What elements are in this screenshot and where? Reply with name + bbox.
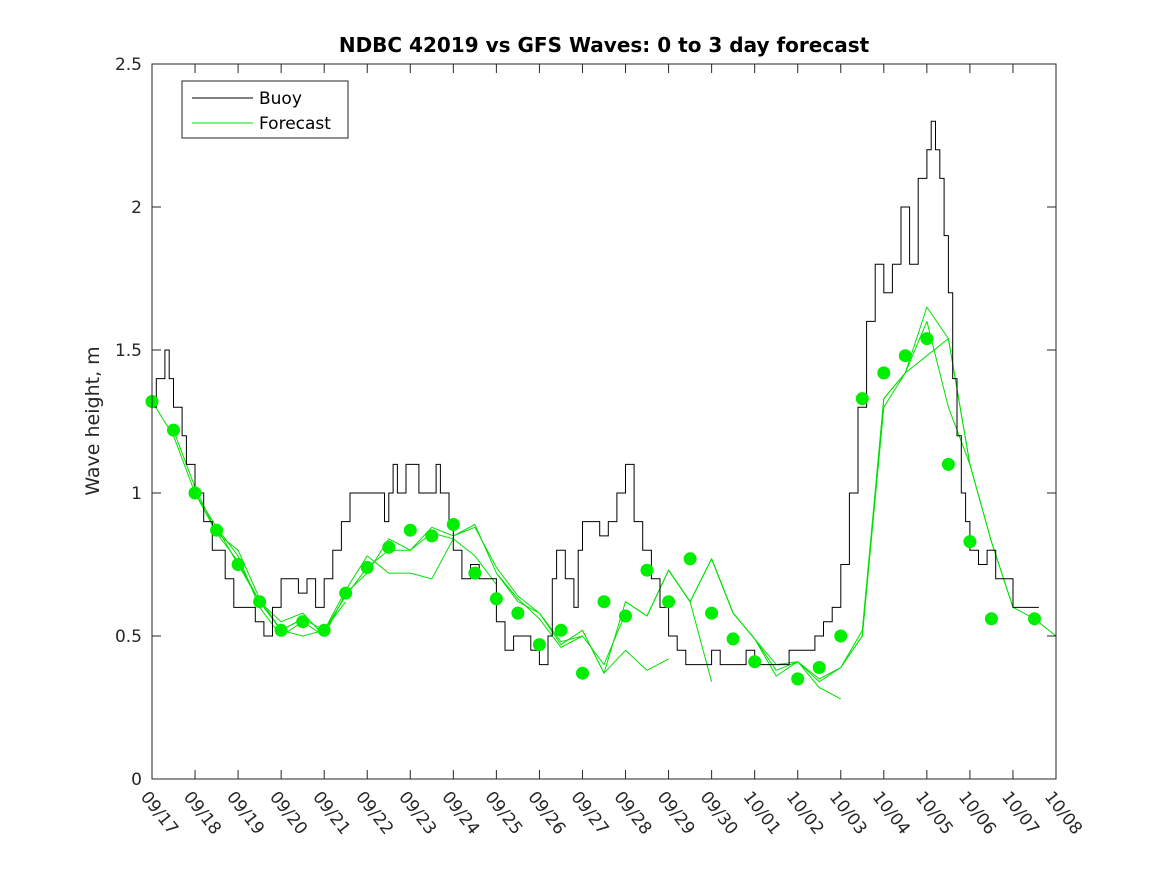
forecast-marker bbox=[683, 552, 697, 566]
forecast-series-line bbox=[711, 558, 842, 700]
forecast-markers bbox=[145, 332, 1041, 686]
forecast-series-line bbox=[496, 572, 626, 666]
forecast-marker bbox=[532, 638, 546, 652]
forecast-marker bbox=[748, 655, 762, 669]
legend: Buoy Forecast bbox=[181, 80, 349, 139]
legend-label-buoy: Buoy bbox=[259, 89, 302, 109]
forecast-marker bbox=[425, 529, 439, 543]
forecast-marker bbox=[963, 535, 977, 549]
forecast-marker bbox=[705, 606, 719, 620]
forecast-marker bbox=[597, 595, 611, 609]
forecast-marker bbox=[296, 615, 310, 629]
legend-box bbox=[181, 80, 349, 139]
forecast-marker bbox=[726, 632, 740, 646]
legend-label-forecast: Forecast bbox=[259, 114, 331, 134]
forecast-marker bbox=[167, 423, 180, 437]
forecast-marker bbox=[877, 366, 891, 380]
x-tick-label: 09/21 bbox=[308, 788, 354, 839]
plot-area bbox=[152, 64, 1056, 779]
forecast-marker bbox=[188, 486, 202, 500]
y-tick-label: 2 bbox=[131, 198, 142, 218]
forecast-marker bbox=[554, 623, 568, 637]
axes-box bbox=[151, 63, 1057, 780]
forecast-marker bbox=[1028, 612, 1041, 626]
forecast-marker bbox=[382, 540, 396, 554]
y-tick-label: 1.5 bbox=[115, 341, 142, 361]
x-tick-label: 09/25 bbox=[480, 788, 526, 839]
forecast-marker bbox=[231, 558, 245, 571]
forecast-marker bbox=[834, 629, 848, 643]
x-tick-label: 09/17 bbox=[136, 788, 182, 839]
x-tick-label: 09/27 bbox=[567, 788, 613, 839]
forecast-marker bbox=[446, 518, 460, 531]
x-tick-label: 09/22 bbox=[351, 788, 397, 839]
y-tick-label: 1 bbox=[131, 484, 142, 504]
forecast-marker bbox=[898, 349, 912, 363]
forecast-series-line bbox=[409, 526, 540, 614]
buoy-line-group bbox=[152, 120, 1039, 666]
y-tick-label: 2.5 bbox=[115, 55, 142, 75]
x-tick-label: 09/20 bbox=[265, 788, 311, 839]
y-tick-label: 0 bbox=[131, 770, 142, 790]
forecast-marker bbox=[489, 592, 503, 606]
x-tick-label: 09/19 bbox=[222, 788, 268, 839]
forecast-marker bbox=[360, 560, 374, 574]
x-tick-label: 10/08 bbox=[1040, 788, 1086, 839]
forecast-marker bbox=[941, 457, 955, 471]
forecast-marker bbox=[468, 566, 482, 580]
forecast-marker bbox=[576, 666, 589, 680]
x-tick-label: 10/06 bbox=[954, 788, 1000, 839]
x-tick-label: 10/01 bbox=[739, 788, 785, 839]
forecast-marker bbox=[619, 609, 632, 623]
forecast-marker bbox=[339, 586, 353, 600]
y-axis: 0 0.5 1 1.5 2 2.5 bbox=[115, 55, 1056, 790]
x-tick-label: 09/28 bbox=[610, 788, 656, 839]
buoy-line bbox=[152, 120, 1039, 666]
forecast-marker bbox=[511, 606, 525, 620]
x-tick-label: 10/07 bbox=[997, 788, 1043, 839]
forecast-marker bbox=[791, 672, 805, 686]
x-tick-label: 09/29 bbox=[653, 788, 699, 839]
x-tick-label: 10/03 bbox=[825, 788, 871, 839]
forecast-marker bbox=[210, 523, 224, 537]
forecast-marker bbox=[274, 623, 288, 637]
forecast-marker bbox=[855, 392, 869, 406]
forecast-marker bbox=[253, 595, 267, 609]
y-tick-label: 0.5 bbox=[115, 627, 142, 647]
x-tick-label: 09/23 bbox=[394, 788, 440, 839]
chart-title: NDBC 42019 vs GFS Waves: 0 to 3 day fore… bbox=[339, 33, 870, 57]
forecast-marker bbox=[640, 563, 654, 577]
forecast-marker bbox=[317, 623, 331, 637]
x-tick-label: 09/18 bbox=[179, 788, 225, 839]
x-tick-label: 09/30 bbox=[696, 788, 742, 839]
forecast-marker bbox=[984, 612, 998, 626]
forecast-marker bbox=[920, 332, 934, 346]
forecast-marker bbox=[662, 595, 676, 609]
x-tick-label: 10/05 bbox=[911, 788, 957, 839]
forecast-series-line bbox=[453, 524, 583, 643]
x-tick-label: 09/24 bbox=[437, 788, 483, 839]
x-tick-label: 09/26 bbox=[523, 788, 569, 839]
x-tick-label: 10/02 bbox=[782, 788, 828, 839]
x-tick-label: 10/04 bbox=[868, 788, 914, 839]
forecast-marker bbox=[812, 661, 826, 674]
y-axis-label: Wave height, m bbox=[82, 346, 104, 495]
forecast-marker bbox=[403, 523, 417, 537]
